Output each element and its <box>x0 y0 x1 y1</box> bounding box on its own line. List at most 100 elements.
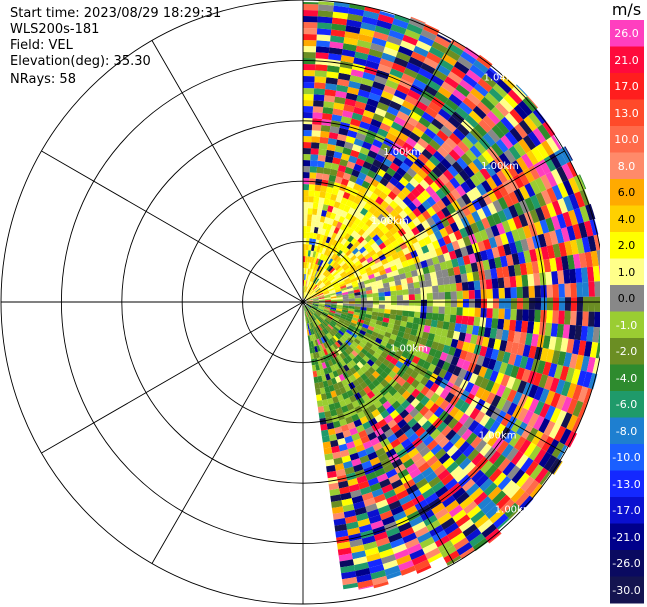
range-gate-cell <box>316 245 321 253</box>
range-gate-cell <box>540 189 552 205</box>
range-gate-cell <box>363 279 371 285</box>
range-gate-cell <box>566 398 578 415</box>
range-gate-cell <box>372 81 386 91</box>
range-gate-cell <box>317 22 332 30</box>
range-gate-cell <box>526 427 539 443</box>
range-gate-cell <box>536 433 549 449</box>
range-gate-cell <box>314 82 326 90</box>
range-gate-cell <box>516 84 528 97</box>
range-gate-cell <box>355 132 367 142</box>
range-gate-cell <box>363 345 371 352</box>
range-gate-cell <box>406 394 416 404</box>
range-gate-cell <box>405 366 414 376</box>
range-gate-cell <box>360 486 372 496</box>
range-gate-cell <box>440 141 453 154</box>
range-gate-cell <box>379 177 390 187</box>
range-gate-cell <box>320 275 326 281</box>
range-gate-cell <box>429 271 437 280</box>
range-gate-cell <box>368 374 377 383</box>
range-gate-cell <box>455 219 465 230</box>
range-gate-cell <box>361 272 368 279</box>
range-gate-cell <box>318 197 325 205</box>
range-gate-cell <box>419 337 428 346</box>
range-gate-cell <box>315 288 322 294</box>
range-gate-cell <box>383 286 391 293</box>
range-gate-cell <box>461 193 472 205</box>
range-gate-cell <box>528 165 541 181</box>
range-gate-cell <box>450 211 461 222</box>
range-gate-cell <box>416 223 426 233</box>
range-gate-cell <box>304 292 307 299</box>
range-gate-cell <box>324 303 331 306</box>
range-gate-cell <box>438 58 454 72</box>
range-gate-cell <box>576 282 583 298</box>
range-gate-cell <box>393 195 403 205</box>
range-gate-cell <box>306 299 313 302</box>
range-gate-cell <box>314 312 320 318</box>
range-gate-cell <box>468 373 479 385</box>
range-gate-cell <box>501 386 512 400</box>
range-gate-cell <box>303 166 310 173</box>
range-gate-cell <box>346 161 356 170</box>
range-gate-cell <box>308 196 314 203</box>
range-gate-cell <box>433 263 442 272</box>
range-gate-cell <box>568 209 579 226</box>
range-gate-cell <box>309 172 317 179</box>
range-gate-cell <box>510 309 517 321</box>
range-gate-cell <box>319 315 326 321</box>
range-gate-cell <box>401 315 408 322</box>
range-gate-cell <box>543 454 557 471</box>
range-gate-cell <box>329 308 336 312</box>
range-gate-cell <box>354 298 361 302</box>
range-gate-cell <box>426 206 437 217</box>
range-gate-cell <box>426 292 433 300</box>
range-gate-cell <box>311 328 315 335</box>
range-gate-cell <box>417 213 427 224</box>
range-gate-cell <box>496 78 512 94</box>
range-gate-cell <box>430 459 443 472</box>
range-gate-cell <box>340 230 348 238</box>
range-gate-cell <box>393 510 407 522</box>
range-gate-cell <box>579 174 587 190</box>
range-gate-cell <box>311 292 317 297</box>
range-gate-cell <box>315 311 322 316</box>
range-gate-cell <box>474 170 487 184</box>
range-gate-cell <box>426 286 433 294</box>
range-gate-cell <box>402 332 411 340</box>
range-gate-cell <box>408 288 415 295</box>
range-gate-cell <box>353 311 360 316</box>
range-gate-cell <box>317 16 333 24</box>
range-gate-cell <box>415 382 425 393</box>
range-gate-cell <box>319 356 325 364</box>
range-gate-cell <box>306 303 313 306</box>
range-gate-cell <box>394 214 404 223</box>
range-gate-cell <box>401 73 416 84</box>
range-gate-cell <box>365 219 374 228</box>
range-gate-cell <box>303 189 309 197</box>
range-gate-cell <box>483 482 498 497</box>
range-gate-cell <box>436 162 448 174</box>
range-gate-cell <box>333 457 343 465</box>
range-gate-cell <box>408 432 419 443</box>
range-gate-cell <box>560 381 572 397</box>
range-gate-cell <box>549 230 559 245</box>
range-gate-cell <box>478 119 492 133</box>
range-gate-cell <box>317 308 324 312</box>
range-gate-cell <box>439 227 449 238</box>
range-gate-cell <box>496 494 511 510</box>
range-gate-cell <box>468 307 475 317</box>
range-gate-cell <box>362 276 370 282</box>
range-gate-cell <box>452 366 462 377</box>
range-gate-cell <box>423 273 432 281</box>
range-gate-cell <box>539 403 551 418</box>
range-gate-cell <box>383 391 393 401</box>
range-gate-cell <box>517 407 529 422</box>
range-gate-cell <box>385 79 399 90</box>
range-gate-cell <box>500 116 515 132</box>
range-gate-cell <box>491 142 504 157</box>
range-gate-cell <box>485 317 493 328</box>
range-gate-cell <box>314 184 322 192</box>
range-gate-cell <box>336 308 343 312</box>
range-gate-cell <box>542 335 551 349</box>
range-gate-cell <box>318 338 323 345</box>
